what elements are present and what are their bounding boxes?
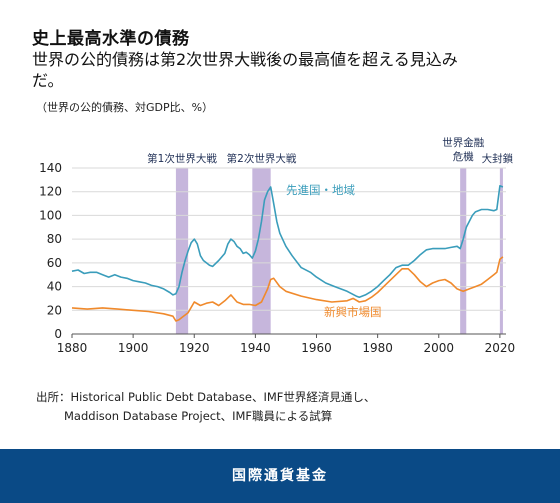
debt-line-chart: 0 20 40 60 80 100 120 140 1880 1900 1920 1940 1960 19…: [39, 136, 516, 355]
y-tick-label-0: 0: [54, 327, 62, 341]
x-tick-label-1980: 1980: [362, 341, 393, 355]
chart-subtitle: 世界の公的債務は第2次世界大戦後の最高値を超える見込みだ。: [32, 50, 458, 90]
x-tick-label-2020: 2020: [485, 341, 516, 355]
x-tick-label-1940: 1940: [240, 341, 271, 355]
shaded-period-2: [460, 168, 467, 334]
x-tick-label-1880: 1880: [57, 341, 88, 355]
y-tick-label-40: 40: [47, 280, 62, 294]
y-tick-label-80: 80: [47, 232, 62, 246]
period-label-2: 世界金融危機: [442, 136, 484, 163]
x-tick-label-2000: 2000: [423, 341, 454, 355]
y-tick-label-120: 120: [39, 185, 62, 199]
series-line-emerging: [71, 256, 504, 322]
imf-footer-bar: 国際通貨基金: [0, 449, 560, 503]
unit-note: （世界の公的債務、対GDP比、%）: [36, 101, 214, 114]
period-label-1: 第2次世界大戦: [227, 152, 297, 165]
period-label-0: 第1次世界大戦: [147, 152, 217, 165]
y-tick-label-100: 100: [39, 208, 62, 222]
shaded-period-0: [175, 168, 189, 334]
chart-title: 史上最高水準の債務: [32, 29, 190, 49]
y-tick-label-140: 140: [39, 161, 62, 175]
source-line-1: 出所：Historical Public Debt Database、IMF世界…: [36, 390, 376, 404]
period-label-3: 大封鎖: [482, 152, 514, 165]
series-line-advanced: [71, 185, 504, 298]
y-tick-label-60: 60: [47, 256, 62, 270]
source-note: 出所：Historical Public Debt Database、IMF世界…: [36, 388, 375, 426]
x-tick-label-1920: 1920: [179, 341, 210, 355]
series-label-emerging: 新興市場国: [324, 305, 382, 319]
x-tick-label-1900: 1900: [118, 341, 149, 355]
series-label-advanced: 先進国・地域: [286, 183, 355, 197]
y-tick-label-20: 20: [47, 303, 62, 317]
source-line-2: Maddison Database Project、IMF職員による試算: [64, 409, 333, 423]
shaded-period-3: [499, 168, 503, 334]
x-tick-label-1960: 1960: [301, 341, 332, 355]
